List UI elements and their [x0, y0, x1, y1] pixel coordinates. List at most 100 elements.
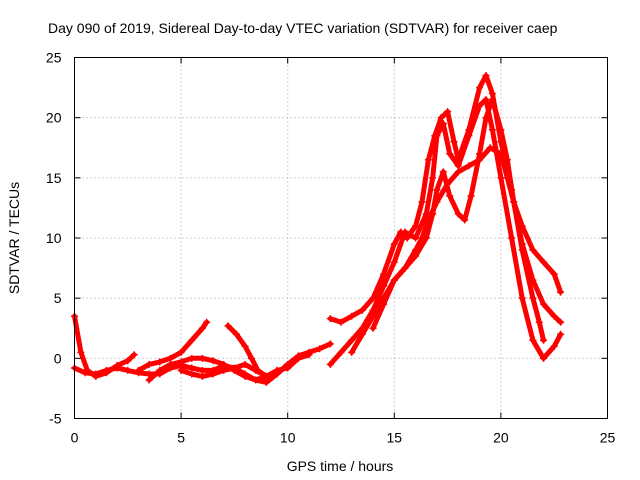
data-point-marker	[390, 258, 398, 266]
y-axis-title: SDTVAR / TECUs	[6, 182, 22, 294]
data-point-marker	[294, 354, 302, 362]
data-point-marker	[418, 234, 426, 242]
data-point-marker	[177, 366, 185, 374]
data-layer	[71, 72, 565, 386]
data-point-marker	[305, 351, 313, 359]
data-series-trace-6	[224, 322, 270, 380]
data-point-marker	[209, 370, 217, 378]
data-point-marker	[188, 364, 196, 372]
data-point-marker	[488, 96, 496, 104]
data-point-marker	[476, 156, 484, 164]
data-point-marker	[488, 126, 496, 134]
series-trace-line	[225, 323, 269, 379]
data-point-marker	[220, 360, 228, 368]
data-point-marker	[77, 348, 85, 356]
data-point-marker	[166, 360, 174, 368]
data-point-marker	[424, 156, 432, 164]
data-series-trace-10	[369, 144, 565, 332]
series-trace-line	[327, 73, 546, 343]
data-point-marker	[209, 357, 217, 365]
data-point-marker	[380, 300, 388, 308]
data-point-marker	[418, 198, 426, 206]
data-point-marker	[518, 240, 526, 248]
data-point-marker	[397, 228, 405, 236]
data-point-marker	[156, 366, 164, 374]
y-tick-label: -5	[49, 411, 62, 427]
data-point-marker	[177, 358, 185, 366]
data-point-marker	[454, 168, 462, 176]
data-point-marker	[358, 306, 366, 314]
data-point-marker	[102, 366, 110, 374]
data-point-marker	[488, 90, 496, 98]
data-point-marker	[380, 282, 388, 290]
data-point-marker	[454, 156, 462, 164]
data-point-marker	[482, 114, 490, 122]
data-point-marker	[262, 372, 270, 380]
data-point-marker	[166, 354, 174, 362]
data-point-marker	[550, 342, 558, 350]
data-point-marker	[540, 354, 548, 362]
data-point-marker	[316, 345, 324, 353]
data-point-marker	[454, 210, 462, 218]
tick-layer: 0 5 10 15 20 25 -5 0 5 10 15 20 25	[46, 50, 616, 446]
data-point-marker	[518, 222, 526, 230]
data-point-marker	[252, 376, 260, 384]
data-point-marker	[497, 174, 505, 182]
data-point-marker	[348, 312, 356, 320]
y-tick-label: 0	[54, 350, 62, 366]
data-point-marker	[482, 96, 490, 104]
data-point-marker	[401, 264, 409, 272]
data-point-marker	[273, 366, 281, 374]
data-point-marker	[326, 360, 334, 368]
data-point-marker	[156, 358, 164, 366]
x-tick-label: 25	[600, 430, 616, 446]
data-point-marker	[369, 294, 377, 302]
y-tick-label: 10	[46, 230, 62, 246]
data-point-marker	[540, 300, 548, 308]
data-point-marker	[198, 354, 206, 362]
x-tick-label: 10	[280, 430, 296, 446]
data-point-marker	[369, 312, 377, 320]
data-point-marker	[518, 294, 526, 302]
data-point-marker	[390, 276, 398, 284]
data-point-marker	[465, 126, 473, 134]
data-point-marker	[450, 138, 458, 146]
data-point-marker	[503, 174, 511, 182]
data-point-marker	[92, 370, 100, 378]
data-point-marker	[550, 312, 558, 320]
data-point-marker	[124, 366, 132, 374]
data-point-marker	[510, 198, 518, 206]
data-point-marker	[241, 372, 249, 380]
data-point-marker	[177, 348, 185, 356]
data-point-marker	[412, 234, 420, 242]
data-point-marker	[497, 150, 505, 158]
data-point-marker	[557, 330, 565, 338]
x-axis-title: GPS time / hours	[287, 458, 394, 474]
data-point-marker	[433, 198, 441, 206]
data-point-marker	[241, 360, 249, 368]
data-point-marker	[188, 370, 196, 378]
data-point-marker	[433, 186, 441, 194]
y-tick-label: 15	[46, 170, 62, 186]
data-point-marker	[529, 246, 537, 254]
data-series-trace-3	[134, 318, 211, 374]
data-point-marker	[465, 162, 473, 170]
data-point-marker	[424, 216, 432, 224]
data-point-marker	[230, 364, 238, 372]
data-point-marker	[81, 369, 89, 377]
data-point-marker	[134, 366, 142, 374]
x-tick-label: 0	[71, 430, 79, 446]
data-point-marker	[348, 348, 356, 356]
data-point-marker	[145, 370, 153, 378]
data-point-marker	[145, 360, 153, 368]
data-point-marker	[476, 84, 484, 92]
data-point-marker	[508, 234, 516, 242]
data-point-marker	[431, 132, 439, 140]
x-tick-label: 15	[387, 430, 403, 446]
data-point-marker	[220, 366, 228, 374]
data-point-marker	[446, 192, 454, 200]
data-point-marker	[380, 270, 388, 278]
y-tick-label: 5	[54, 290, 62, 306]
data-point-marker	[439, 168, 447, 176]
data-point-marker	[497, 126, 505, 134]
